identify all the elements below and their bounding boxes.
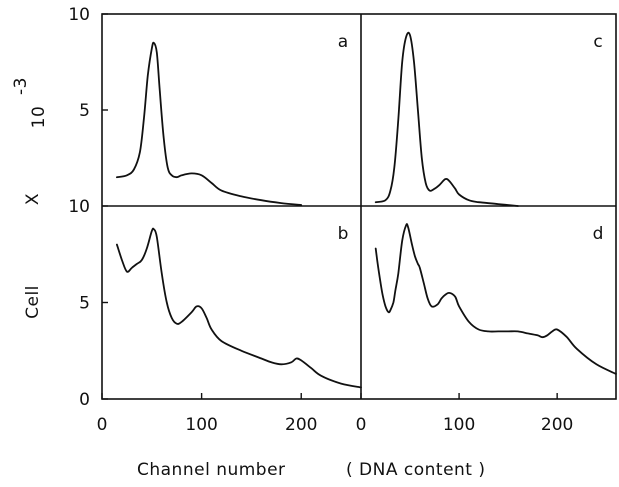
x-axis-label: Channel number (137, 460, 286, 480)
x-tick-label-right-100: 100 (443, 415, 475, 435)
histogram-curves (116, 31, 617, 389)
panel-letter-c: c (593, 32, 602, 52)
plot-frames (101, 13, 617, 400)
x-axis-label-parenthetical: ( DNA content ) (346, 460, 486, 480)
histogram-curve-a (116, 41, 303, 206)
x-tick-label-left-200: 200 (285, 415, 317, 435)
y-tick-label-top-5: 5 (79, 101, 90, 121)
axis-ticks (101, 13, 558, 400)
y-axis-scale-multiplier: X (23, 193, 43, 205)
x-tick-label-right-0: 0 (356, 415, 367, 435)
histogram-curve-c (374, 31, 519, 207)
histogram-curve-b (116, 227, 362, 389)
y-tick-label-bottom-5: 5 (79, 294, 90, 314)
x-tick-label-right-200: 200 (541, 415, 573, 435)
panel-letters: a c b d (338, 32, 604, 244)
y-tick-label-top-10: 10 (68, 5, 90, 25)
y-tick-label-bottom-10: 10 (68, 197, 90, 217)
x-tick-label-left-100: 100 (185, 415, 217, 435)
histogram-curve-d (374, 223, 617, 375)
x-axis-label-group: Channel number ( DNA content ) (137, 460, 486, 480)
y-tick-label-bottom-0: 0 (79, 390, 90, 410)
y-axis-label-group: X 10 -3 Cell (11, 77, 49, 319)
y-axis-scale-exponent: -3 (11, 77, 31, 95)
panel-letter-d: d (593, 224, 604, 244)
x-tick-label-left-0: 0 (97, 415, 108, 435)
y-axis-scale-base: 10 (29, 106, 49, 129)
panel-letter-b: b (338, 224, 349, 244)
y-axis-label: Cell (23, 285, 43, 319)
panel-letter-a: a (338, 32, 348, 52)
